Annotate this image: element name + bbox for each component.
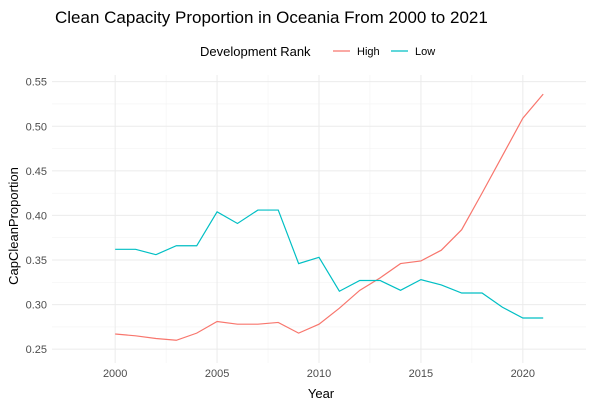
x-tick-label: 2020 (511, 368, 535, 380)
x-tick-label: 2000 (103, 368, 127, 380)
legend-title: Development Rank (200, 44, 311, 59)
series-line-low (115, 209, 544, 319)
x-tick-label: 2015 (409, 368, 433, 380)
y-tick-label: 0.35 (26, 255, 47, 267)
y-tick-label: 0.30 (26, 300, 47, 312)
y-tick-label: 0.45 (26, 166, 47, 178)
x-axis-title: Year (308, 386, 335, 401)
grid (52, 75, 586, 363)
y-axis-title: CapCleanProportion (6, 167, 21, 285)
y-tick-label: 0.40 (26, 210, 47, 222)
legend-label-high: High (357, 46, 380, 58)
y-tick-label: 0.25 (26, 344, 47, 356)
y-tick-label: 0.55 (26, 77, 47, 89)
series-line-high (115, 93, 544, 341)
x-tick-label: 2005 (205, 368, 229, 380)
series-layer (115, 93, 544, 341)
legend: Development Rank High Low (200, 44, 435, 59)
legend-label-low: Low (415, 46, 435, 58)
chart-title: Clean Capacity Proportion in Oceania Fro… (55, 8, 488, 27)
y-tick-label: 0.50 (26, 121, 47, 133)
x-tick-label: 2010 (307, 368, 331, 380)
axis-ticks: 0.25 0.30 0.35 0.40 0.45 0.50 0.55 2000 2005 2010… (26, 77, 535, 380)
